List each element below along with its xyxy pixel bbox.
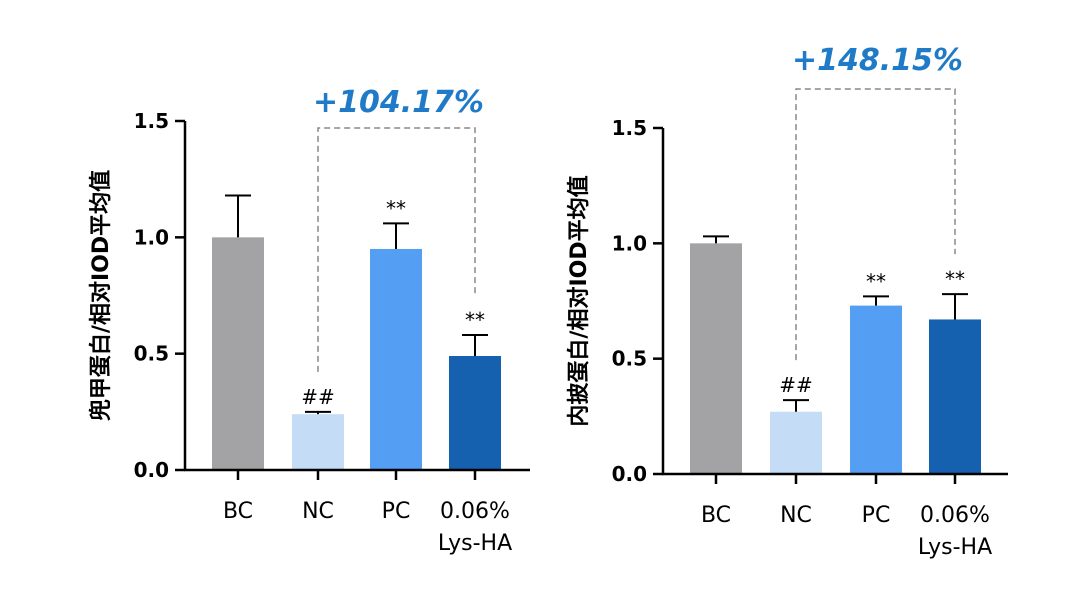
bar xyxy=(449,355,501,470)
bar xyxy=(212,237,264,470)
y-tick-label: 1.0 xyxy=(134,225,169,249)
y-tick-label: 1.5 xyxy=(612,116,647,140)
comparison-label: +104.17% xyxy=(313,85,484,120)
bar xyxy=(370,248,422,470)
category-label: NC xyxy=(302,499,334,524)
significance-mark: ## xyxy=(301,385,335,409)
significance-mark: ** xyxy=(945,267,965,291)
y-tick-label: 0.0 xyxy=(612,462,647,486)
comparison-bracket xyxy=(795,88,956,361)
category-label: NC xyxy=(780,503,812,528)
category-label: PC xyxy=(862,503,891,528)
bar xyxy=(690,243,742,474)
category-label: BC xyxy=(223,499,253,524)
bar xyxy=(929,319,981,474)
category-label: BC xyxy=(701,503,731,528)
chart-1: BC ## NC ** PC ** 0.06% Lys-HA 0.0 0.5 1.0 1.5 兜甲蛋白/… xyxy=(88,85,530,556)
comparison-bracket xyxy=(317,127,476,372)
category-label: 0.06% Lys-HA xyxy=(918,503,992,560)
category-label: 0.06% Lys-HA xyxy=(438,499,512,556)
comparison-label: +148.15% xyxy=(792,43,963,78)
significance-mark: ** xyxy=(465,308,485,332)
y-tick-label: 1.0 xyxy=(612,231,647,255)
significance-mark: ** xyxy=(386,196,406,220)
significance-mark: ## xyxy=(779,373,813,397)
bar xyxy=(770,411,822,474)
y-tick-label: 1.5 xyxy=(134,109,169,133)
y-axis-label: 兜甲蛋白/相对IOD平均值 xyxy=(88,170,114,421)
bar xyxy=(292,414,344,470)
category-label: PC xyxy=(382,499,411,524)
y-axis-label: 内披蛋白/相对IOD平均值 xyxy=(566,175,592,426)
y-tick-label: 0.0 xyxy=(134,458,169,482)
y-tick-label: 0.5 xyxy=(134,342,169,366)
bar xyxy=(850,305,902,474)
chart-2: BC ## NC ** PC ** 0.06% Lys-HA 0.0 0.5 1.0 1.5 内披蛋白/… xyxy=(566,43,1008,560)
significance-mark: ** xyxy=(866,269,886,293)
y-tick-label: 0.5 xyxy=(612,347,647,371)
